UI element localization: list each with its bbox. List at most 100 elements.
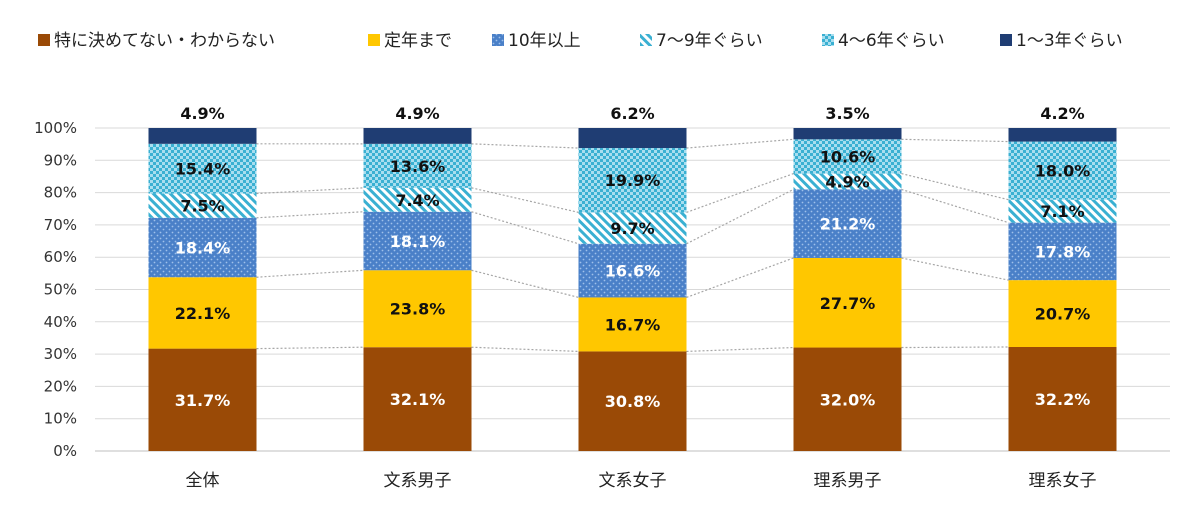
bar-segment	[148, 217, 257, 278]
bar-segment	[793, 257, 902, 348]
data-label: 10.6%	[820, 147, 876, 166]
y-axis: 0% 10% 20% 30% 40% 50% 60% 70% 80% 90% 100%	[34, 119, 77, 460]
data-label: 4.9%	[825, 173, 869, 192]
connector-line	[901, 173, 1009, 201]
bar-segment	[1008, 128, 1117, 142]
data-label: 32.1%	[390, 390, 446, 409]
data-label: 19.9%	[605, 171, 661, 190]
y-tick-label: 60%	[44, 248, 77, 266]
connector-line	[686, 257, 794, 298]
legend-label: 1～3年ぐらい	[1016, 31, 1123, 51]
y-tick-label: 80%	[44, 184, 77, 202]
data-label: 18.0%	[1035, 162, 1091, 181]
x-category-label: 理系男子	[814, 471, 882, 491]
connector-line	[471, 211, 579, 245]
data-label: 18.1%	[390, 232, 446, 251]
connector-line	[256, 269, 364, 278]
y-tick-label: 20%	[44, 377, 77, 395]
bar-segment	[793, 189, 902, 258]
data-label: 32.0%	[820, 390, 876, 409]
connector-line	[471, 187, 579, 213]
y-tick-label: 90%	[44, 151, 77, 169]
x-axis: 全体 文系男子 文系女子 理系男子 理系女子	[186, 471, 1097, 491]
bar-segment	[578, 212, 687, 244]
x-category-label: 理系女子	[1029, 471, 1097, 491]
connector-line	[686, 188, 794, 245]
data-label: 4.2%	[1040, 104, 1084, 123]
data-label: 23.8%	[390, 300, 446, 319]
legend-swatch	[368, 34, 380, 46]
data-label: 31.7%	[175, 391, 231, 410]
data-label: 9.7%	[610, 219, 654, 238]
bar-segment	[1008, 280, 1117, 347]
legend-label: 定年まで	[384, 31, 452, 51]
bar-segment	[148, 193, 257, 218]
data-label: 27.7%	[820, 294, 876, 313]
data-label: 32.2%	[1035, 390, 1091, 409]
y-tick-label: 0%	[53, 442, 77, 460]
series-connector-lines	[256, 138, 1009, 353]
x-category-label: 全体	[186, 471, 220, 491]
y-tick-label: 10%	[44, 410, 77, 428]
connector-line	[256, 211, 364, 219]
data-label: 3.5%	[825, 104, 869, 123]
bar-segment	[578, 351, 687, 451]
connector-line	[471, 269, 579, 299]
data-labels: 31.7% 22.1% 18.4% 7.5% 15.4% 4.9% 32.1% 23.8% 18…	[175, 104, 1091, 411]
data-label: 15.4%	[175, 160, 231, 179]
x-category-label: 文系女子	[599, 471, 667, 491]
y-tick-label: 100%	[34, 119, 77, 137]
bar-segment	[793, 347, 902, 451]
data-label: 13.6%	[390, 157, 446, 176]
data-label: 30.8%	[605, 392, 661, 411]
y-tick-label: 30%	[44, 345, 77, 363]
connector-line	[471, 346, 579, 353]
legend-label: 特に決めてない・わからない	[54, 31, 275, 51]
bar-segment	[578, 128, 687, 149]
bar-segment	[363, 187, 472, 212]
data-label: 4.9%	[180, 104, 224, 123]
bar-segment	[363, 143, 472, 188]
bars	[148, 128, 1117, 451]
data-label: 16.7%	[605, 315, 661, 334]
y-tick-label: 40%	[44, 313, 77, 331]
connector-line	[901, 138, 1009, 143]
bar-segment	[148, 277, 257, 349]
bar-segment	[578, 297, 687, 352]
legend-label: 4～6年ぐらい	[838, 31, 945, 51]
bar-segment	[793, 128, 902, 140]
legend-swatch	[38, 34, 50, 46]
connector-line	[901, 346, 1009, 349]
data-label: 17.8%	[1035, 242, 1091, 261]
bar-segment	[1008, 199, 1117, 223]
bar-segment	[1008, 346, 1117, 451]
legend-label: 7～9年ぐらい	[656, 31, 763, 51]
legend-swatch	[822, 34, 834, 46]
data-label: 20.7%	[1035, 305, 1091, 324]
connector-line	[686, 138, 794, 149]
legend-swatch	[1000, 34, 1012, 46]
bar-segment	[148, 143, 257, 194]
data-label: 18.4%	[175, 239, 231, 258]
bar-segment	[1008, 222, 1117, 281]
data-label: 6.2%	[610, 104, 654, 123]
bar-segment	[578, 148, 687, 213]
y-tick-label: 70%	[44, 216, 77, 234]
x-category-label: 文系男子	[384, 471, 452, 491]
bar-segment	[363, 270, 472, 348]
data-label: 4.9%	[395, 104, 439, 123]
legend: 特に決めてない・わからない 定年まで 10年以上 7～9年ぐらい 4～6年ぐらい 1～3年…	[38, 31, 1123, 51]
legend-label: 10年以上	[508, 31, 581, 51]
data-label: 7.1%	[1040, 202, 1084, 221]
bar-segment	[148, 128, 257, 144]
connector-line	[256, 187, 364, 195]
data-label: 16.6%	[605, 262, 661, 281]
bar-segment	[363, 128, 472, 144]
bar-segment	[793, 173, 902, 190]
legend-swatch	[492, 34, 504, 46]
bar-segment	[148, 348, 257, 451]
bar-segment	[1008, 141, 1117, 200]
legend-swatch	[640, 34, 652, 46]
connector-line	[686, 346, 794, 353]
